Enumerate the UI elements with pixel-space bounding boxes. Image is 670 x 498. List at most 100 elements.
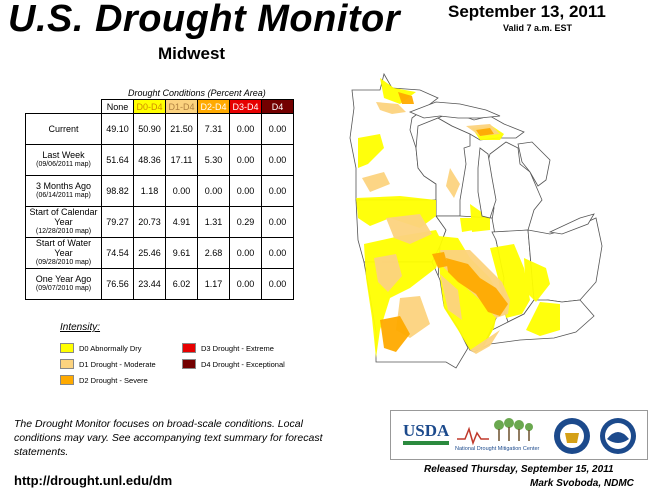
table-cell: 0.00	[261, 113, 294, 145]
legend-label: D2 Drought - Severe	[79, 375, 148, 385]
table-cell: 74.54	[101, 237, 134, 269]
row-label-date: (09/06/2011 map)	[36, 161, 91, 168]
map-title: U.S. Drought Monitor	[8, 0, 401, 40]
table-row: Current 49.10 50.90 21.50 7.31 0.00 0.00	[25, 113, 294, 145]
row-label-date: (09/07/2010 map)	[35, 285, 92, 292]
table-cell: 49.10	[101, 113, 134, 145]
table-cell: 25.46	[133, 237, 166, 269]
table-cell: 21.50	[165, 113, 198, 145]
valid-time: Valid 7 a.m. EST	[503, 23, 573, 33]
legend-item-d1: D1 Drought - Moderate	[60, 359, 156, 369]
table-cell: 0.00	[261, 206, 294, 238]
table-cell: 9.61	[165, 237, 198, 269]
legend-item-d3: D3 Drought - Extreme	[182, 343, 274, 353]
table-cell: 20.73	[133, 206, 166, 238]
table-cell: 0.00	[229, 268, 262, 300]
row-label-text: Last Week	[42, 150, 85, 160]
col-none: None	[101, 99, 134, 114]
row-label-text: 3 Months Ago	[35, 181, 92, 191]
table-corner	[26, 100, 102, 114]
table-cell: 4.91	[165, 206, 198, 238]
legend-item-d2: D2 Drought - Severe	[60, 375, 148, 385]
row-label-date: (12/28/2010 map)	[35, 228, 92, 235]
drought-monitor-link[interactable]: http://drought.unl.edu/dm	[14, 473, 173, 488]
drought-d2-areas	[380, 92, 508, 352]
col-d1-d4: D1-D4	[165, 99, 198, 114]
table-cell: 6.02	[165, 268, 198, 300]
row-label-text: Current	[48, 124, 79, 134]
table-cell: 0.00	[165, 175, 198, 207]
table-cell: 0.00	[229, 113, 262, 145]
lake-michigan	[477, 147, 497, 219]
row-label: Last Week (09/06/2011 map)	[25, 144, 102, 176]
table-cell: 23.44	[133, 268, 166, 300]
row-label: 3 Months Ago (06/14/2011 map)	[25, 175, 102, 207]
author-credit: Mark Svoboda, NDMC	[530, 478, 634, 489]
table-cell: 0.00	[261, 175, 294, 207]
release-date: Released Thursday, September 15, 2011	[424, 464, 614, 475]
row-label-date: (06/14/2011 map)	[36, 192, 91, 199]
ndmc-logo-icon	[457, 418, 533, 446]
table-cell: 0.00	[261, 237, 294, 269]
row-label-text: Start of Calendar Year	[29, 207, 98, 227]
table-row: Start of Water Year (09/28/2010 map) 74.5…	[25, 237, 294, 269]
table-cell: 76.56	[101, 268, 134, 300]
table-cell: 7.31	[197, 113, 230, 145]
legend-item-d4: D4 Drought - Exceptional	[182, 359, 285, 369]
table-row: 3 Months Ago (06/14/2011 map) 98.82 1.18 …	[25, 175, 294, 207]
table-cell: 1.17	[197, 268, 230, 300]
table-cell: 1.18	[133, 175, 166, 207]
table-header-row: None D0-D4 D1-D4 D2-D4 D3-D4 D4	[26, 99, 294, 114]
legend-swatch	[60, 375, 74, 385]
legend-swatch	[60, 343, 74, 353]
table-cell: 0.00	[261, 268, 294, 300]
legend-title: Intensity:	[60, 322, 101, 333]
table-row: One Year Ago (09/07/2010 map) 76.56 23.44…	[25, 268, 294, 300]
table-cell: 79.27	[101, 206, 134, 238]
table-cell: 0.00	[261, 144, 294, 176]
table-cell: 48.36	[133, 144, 166, 176]
ndmc-logo-text: National Drought Mitigation Center	[455, 446, 540, 452]
col-d2-d4: D2-D4	[197, 99, 230, 114]
table-cell: 0.00	[229, 175, 262, 207]
table-cell: 5.30	[197, 144, 230, 176]
table-cell: 51.64	[101, 144, 134, 176]
col-d4: D4	[261, 99, 294, 114]
disclaimer-note: The Drought Monitor focuses on broad-sca…	[14, 418, 323, 458]
lake-huron	[517, 141, 551, 187]
table-row: Start of Calendar Year (12/28/2010 map) 7…	[25, 206, 294, 238]
legend-label: D3 Drought - Extreme	[201, 343, 274, 353]
table-cell: 0.00	[229, 144, 262, 176]
row-label-date: (09/28/2010 map)	[35, 259, 92, 266]
doc-seal-icon	[554, 418, 590, 454]
noaa-logo-icon	[600, 418, 636, 454]
table-cell: 50.90	[133, 113, 166, 145]
legend-item-d0: D0 Abnormally Dry	[60, 343, 142, 353]
table-cell: 0.00	[229, 237, 262, 269]
row-label: One Year Ago (09/07/2010 map)	[25, 268, 102, 300]
row-label-text: Start of Water Year	[35, 238, 92, 258]
col-d3-d4: D3-D4	[229, 99, 262, 114]
col-d0-d4: D0-D4	[133, 99, 166, 114]
usda-logo-bar	[403, 441, 449, 445]
row-label: Current	[25, 113, 102, 145]
usda-logo: USDA	[403, 421, 450, 440]
great-lakes	[408, 101, 595, 235]
partner-logos: USDA National Drought Mitigation Center	[390, 410, 648, 460]
map-date: September 13, 2011	[448, 2, 606, 21]
lake-superior	[408, 101, 501, 119]
table-cell: 1.31	[197, 206, 230, 238]
midwest-drought-map	[349, 72, 603, 369]
legend-label: D1 Drought - Moderate	[79, 359, 156, 369]
legend-swatch	[60, 359, 74, 369]
legend-label: D4 Drought - Exceptional	[201, 359, 285, 369]
row-label: Start of Water Year (09/28/2010 map)	[25, 237, 102, 269]
region-name: Midwest	[158, 44, 226, 63]
legend-swatch	[182, 343, 196, 353]
table-caption: Drought Conditions (Percent Area)	[128, 88, 266, 98]
drought-conditions-table: None D0-D4 D1-D4 D2-D4 D3-D4 D4 Current …	[25, 99, 294, 300]
table-cell: 0.29	[229, 206, 262, 238]
legend-label: D0 Abnormally Dry	[79, 343, 142, 353]
row-label: Start of Calendar Year (12/28/2010 map)	[25, 206, 102, 238]
table-cell: 2.68	[197, 237, 230, 269]
